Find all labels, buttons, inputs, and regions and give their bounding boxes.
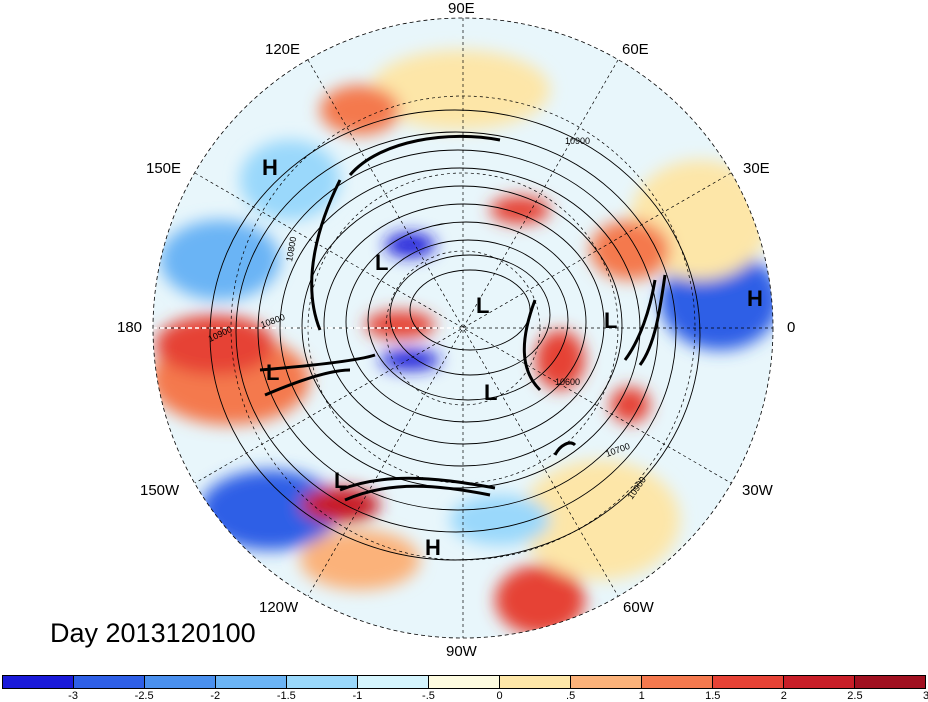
low-pressure-marker: L xyxy=(476,293,490,318)
low-pressure-marker: L xyxy=(604,308,618,333)
colorbar-segment xyxy=(571,676,642,688)
lon-label-150e: 150E xyxy=(146,160,182,177)
colorbar-tick-label: 2.5 xyxy=(847,690,863,702)
colorbar-tick-label: 1.5 xyxy=(705,690,721,702)
lon-label-60w: 60W xyxy=(623,599,654,616)
contour-label: 10600 xyxy=(555,377,580,387)
colorbar-tick-label: 0 xyxy=(496,690,503,702)
colorbar-tick-label: -1.5 xyxy=(276,690,296,702)
contour-label: 10800 xyxy=(284,236,298,262)
colorbar-tick-label: -1 xyxy=(352,690,363,702)
colorbar-segment xyxy=(3,676,74,688)
colorbar-segment xyxy=(287,676,358,688)
colorbar-tick-label: -.5 xyxy=(422,690,435,702)
colorbar-segment xyxy=(429,676,500,688)
colorbar-segment xyxy=(713,676,784,688)
colorbar-segment xyxy=(500,676,571,688)
colorbar-tick-label: -2 xyxy=(210,690,221,702)
lon-label-120e: 120E xyxy=(265,41,301,58)
high-pressure-marker: H xyxy=(262,155,278,180)
colorbar xyxy=(2,675,926,689)
colorbar-tick-label: -2.5 xyxy=(134,690,154,702)
colorbar-segment xyxy=(216,676,287,688)
lon-label-150w: 150W xyxy=(140,482,180,499)
contour-label: 10900 xyxy=(565,136,590,146)
colorbar-segment xyxy=(74,676,145,688)
lon-label-60e: 60E xyxy=(622,41,649,58)
colorbar-segment xyxy=(784,676,855,688)
lon-label-30e: 30E xyxy=(743,160,770,177)
lon-label-30w: 30W xyxy=(742,482,773,499)
day-title: Day 2013120100 xyxy=(50,618,256,648)
colorbar-segment xyxy=(358,676,429,688)
lon-label-180: 180 xyxy=(117,319,143,336)
colorbar-segment xyxy=(642,676,713,688)
low-pressure-marker: L xyxy=(266,360,280,385)
colorbar-tick-label: -3 xyxy=(68,690,78,702)
colorbar-segment xyxy=(855,676,925,688)
jet-stream-contours xyxy=(259,134,667,502)
lon-label-90e: 90E xyxy=(448,0,475,17)
map-boundary xyxy=(152,17,774,639)
lon-label-90w: 90W xyxy=(446,643,477,660)
high-pressure-marker: H xyxy=(747,286,763,311)
low-pressure-marker: L xyxy=(375,250,389,275)
low-pressure-marker: L xyxy=(334,468,348,493)
lon-label-0: 0 xyxy=(787,319,796,336)
high-pressure-marker: H xyxy=(425,535,441,560)
lon-label-120w: 120W xyxy=(259,599,299,616)
colorbar-tick-label: 2 xyxy=(780,690,787,702)
colorbar-tick-label: .5 xyxy=(566,690,576,702)
colorbar-tick-label: 3 xyxy=(922,690,928,702)
colorbar-tick-label: 1 xyxy=(638,690,645,702)
colorbar-segment xyxy=(145,676,216,688)
low-pressure-marker: L xyxy=(484,380,498,405)
height-contours xyxy=(209,109,701,561)
